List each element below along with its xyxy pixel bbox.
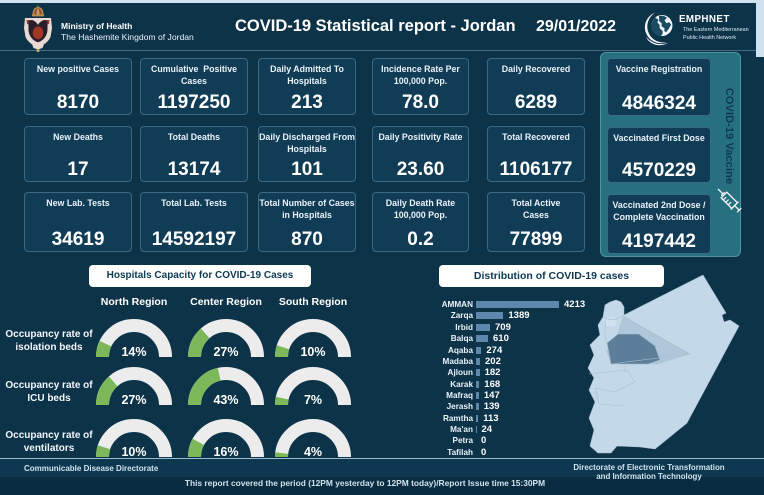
svg-text:4%: 4% [304,445,322,458]
svg-text:7%: 7% [304,393,322,406]
svg-text:10%: 10% [300,345,325,358]
svg-text:16%: 16% [213,445,238,458]
svg-text:27%: 27% [213,345,238,358]
svg-text:10%: 10% [121,445,146,458]
svg-text:43%: 43% [213,393,238,406]
svg-text:14%: 14% [121,345,146,358]
svg-text:27%: 27% [121,393,146,406]
